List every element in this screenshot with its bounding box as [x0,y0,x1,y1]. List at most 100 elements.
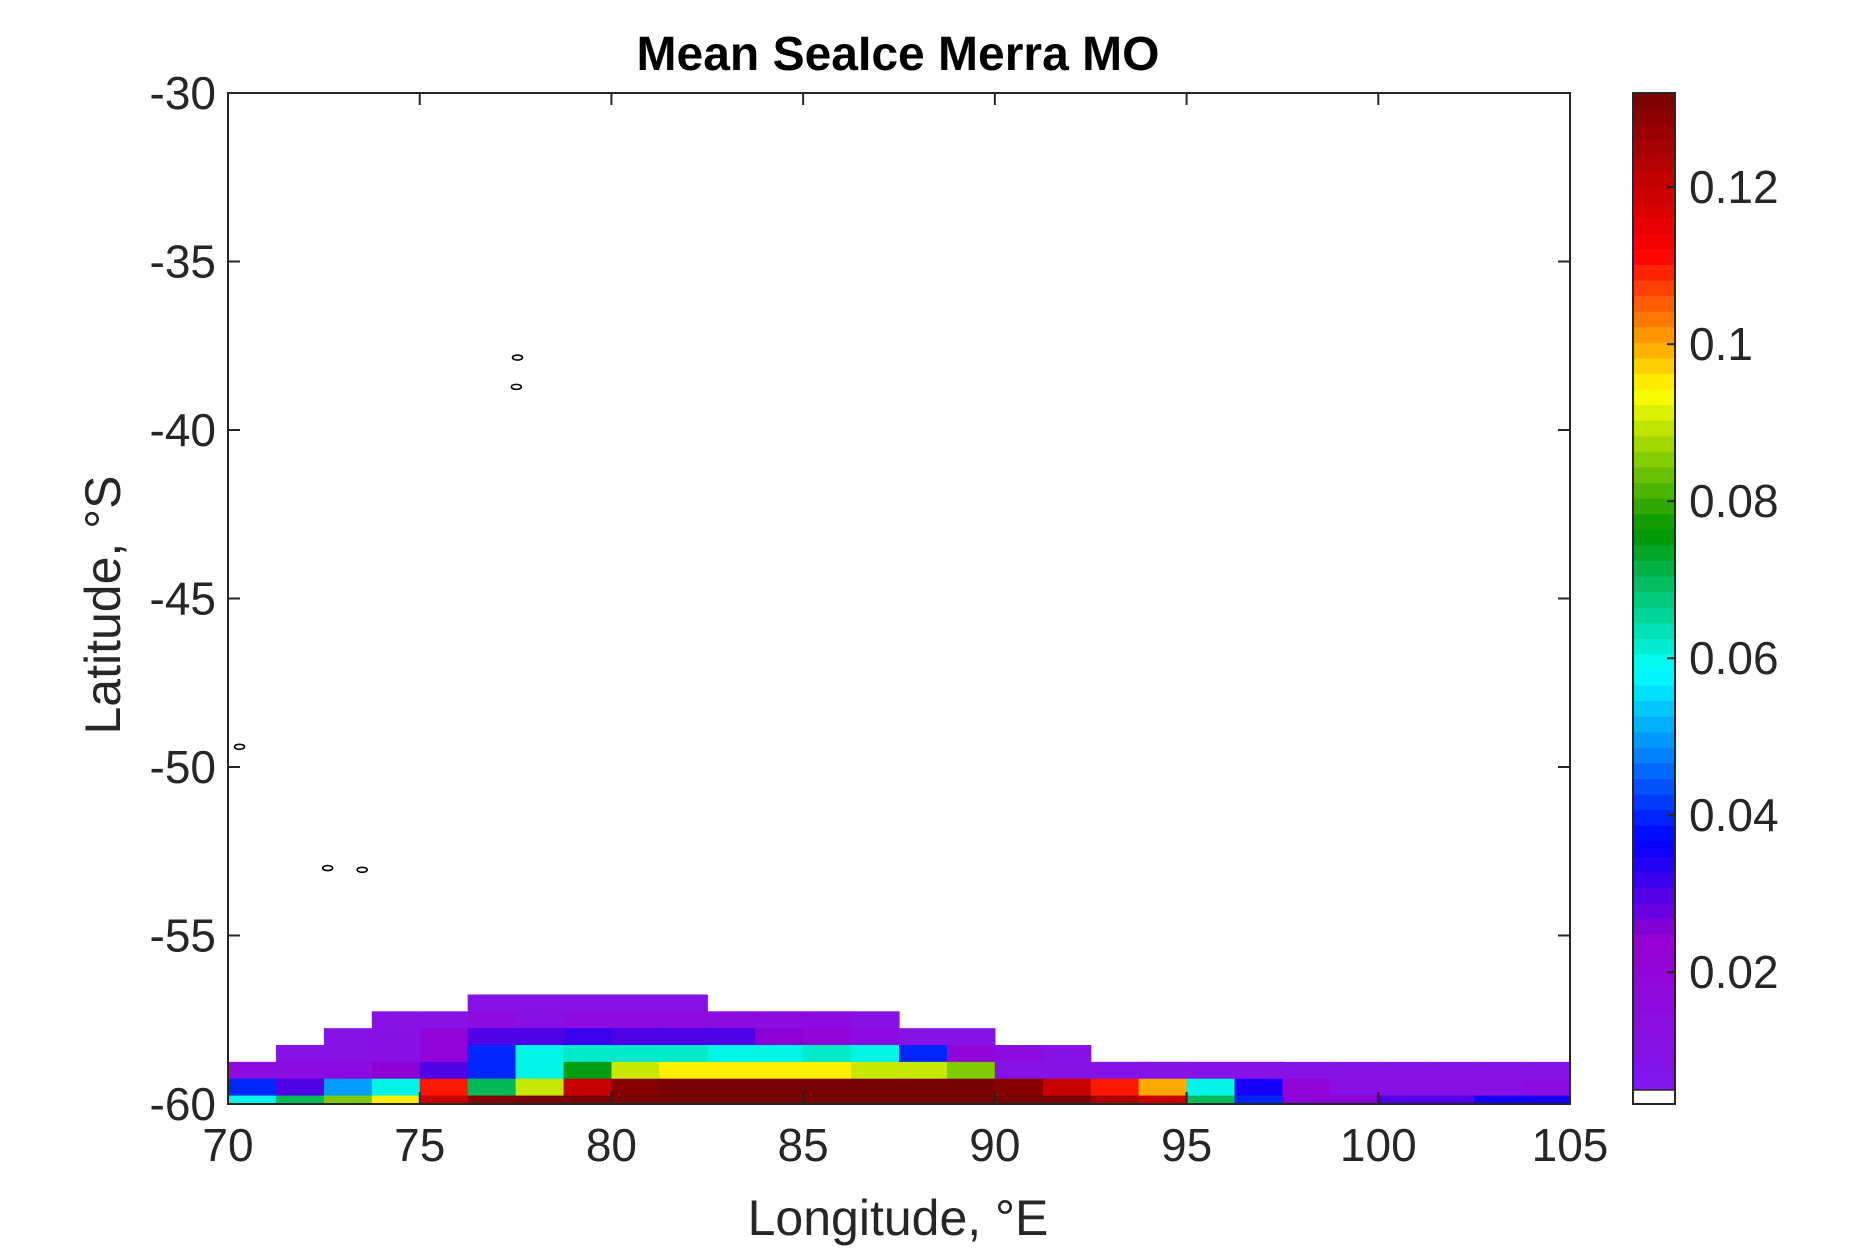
heatmap-cell [803,1078,852,1097]
heatmap-cell [1042,1095,1092,1104]
colorbar-swatch [1633,840,1675,857]
island-outline [356,866,369,874]
colorbar-swatch [1633,326,1675,343]
colorbar-swatch [1633,871,1675,889]
colorbar-swatch [1633,529,1675,546]
heatmap-cell [755,1045,804,1063]
colorbar-swatch [1633,1043,1675,1060]
colorbar-swatch [1633,482,1675,499]
heatmap-cell [946,1078,996,1097]
heatmap-cell [803,1061,852,1080]
heatmap-cell [1570,1096,1619,1113]
heatmap-cell [755,1011,804,1029]
heatmap-cell [1330,1078,1379,1097]
colorbar-swatch [1633,669,1675,686]
heatmap-cell [946,1095,996,1104]
colorbar-swatch [1633,311,1675,328]
heatmap-cell [611,1028,660,1046]
heatmap-cell [946,1028,996,1046]
heatmap-cell [851,1061,900,1080]
colorbar-swatch [1633,264,1675,281]
heatmap-cell [563,1078,613,1097]
heatmap-cell [611,1095,660,1104]
heatmap-cell [563,1011,613,1029]
heatmap-cell [851,1045,900,1063]
heatmap-cell [228,1078,277,1097]
y-tick-label: -60 [150,1078,216,1130]
heatmap-cell [659,1011,708,1029]
y-tick-label: -45 [150,573,216,625]
colorbar-swatch [1633,93,1675,110]
colorbar-tick-label: 0.08 [1689,475,1779,527]
heatmap-cell [371,1028,421,1046]
heatmap-cell [1235,1112,1284,1129]
heatmap-cell [1714,1096,1763,1113]
colorbar-swatch [1633,934,1675,951]
island-outline [233,743,246,751]
heatmap-cell [611,1011,660,1029]
heatmap-cell [707,1028,756,1046]
heatmap-cell [371,1061,421,1080]
colorbar-swatch [1633,809,1675,826]
heatmap-cell [611,1045,660,1063]
chart-title: Mean SeaIce Merra MO [637,28,1160,81]
heatmap-cell [803,1095,852,1104]
heatmap-cell [1234,1061,1284,1080]
heatmap-cell [516,1112,565,1129]
heatmap-cell [1570,1079,1619,1096]
heatmap-cell [755,1028,804,1046]
heatmap-cell [1762,1096,1811,1113]
colorbar-swatch [1633,684,1675,702]
colorbar-swatch [1633,279,1675,297]
heatmap-cell [1666,1112,1715,1129]
heatmap-cell [275,1095,325,1104]
heatmap-layer [228,994,1859,1129]
heatmap-cell [899,1061,948,1080]
colorbar-swatch [1633,342,1675,359]
heatmap-cell [515,1078,565,1097]
heatmap-cell [707,1078,756,1097]
heatmap-cell [994,1095,1044,1104]
colorbar-swatch [1633,996,1675,1013]
x-tick-label: 90 [969,1119,1020,1171]
colorbar-swatch [1633,622,1675,639]
heatmap-cell [467,1078,517,1097]
heatmap-cell [851,1095,900,1104]
colorbar: 0.02 0.04 0.06 0.08 0.1 0.12 [1632,92,1779,1105]
y-tick-label: -50 [150,741,216,793]
heatmap-cell [707,1061,756,1080]
colorbar-swatch [1633,404,1675,421]
heatmap-cell [1330,1061,1379,1080]
heatmap-cell [611,1061,660,1080]
heatmap-cell [1522,1078,1570,1097]
colorbar-swatch [1633,186,1675,203]
colorbar-swatch [1633,560,1675,577]
heatmap-cell [419,1095,469,1104]
colorbar-swatch [1633,638,1675,655]
island-outline [510,383,523,391]
heatmap-cell [467,1045,517,1063]
colorbar-swatch [1633,357,1675,375]
heatmap-cell [419,1028,469,1046]
heatmap-cell [1522,1095,1570,1104]
heatmap-cell [419,1045,469,1063]
heatmap-cell [611,994,660,1012]
heatmap-cell [1234,1095,1284,1104]
heatmap-cell [1474,1112,1523,1129]
heatmap-cell [803,1011,852,1029]
colorbar-swatch [1633,794,1675,811]
heatmap-cell [515,1028,565,1046]
heatmap-cell [1426,1095,1475,1104]
colorbar-tick-label: 0.12 [1689,161,1779,213]
axes-layer: 70 75 80 85 90 95 100 105 -30 -35 -40 -45 -50 -55 -60 [150,67,1609,1171]
colorbar-white-segment [1632,1089,1676,1105]
heatmap-cell [1810,1096,1859,1113]
colorbar-swatch [1633,155,1675,172]
heatmap-cell [659,1045,708,1063]
heatmap-cell [1330,1095,1379,1104]
heatmap-cell [1043,1112,1092,1129]
colorbar-swatch [1633,544,1675,561]
heatmap-cell [275,1078,325,1097]
heatmap-cell [707,1045,756,1063]
heatmap-cell [707,1095,756,1104]
